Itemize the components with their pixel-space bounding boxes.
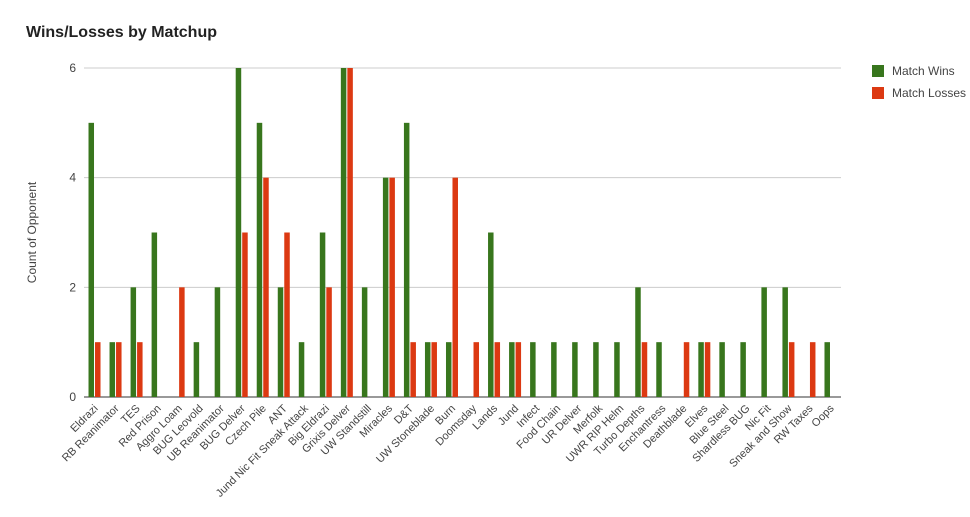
bar-wins	[214, 287, 221, 397]
bar-wins	[319, 232, 326, 397]
bar-losses	[473, 342, 480, 397]
bar-wins	[719, 342, 725, 397]
bar-wins	[424, 342, 431, 397]
bar-wins	[298, 342, 305, 397]
bar-losses	[284, 232, 290, 397]
bar-losses	[389, 177, 395, 397]
bar-wins	[635, 287, 641, 397]
x-tick-label: Oops	[810, 402, 837, 429]
bar-losses	[704, 342, 711, 397]
bar-losses	[242, 232, 248, 397]
bar-wins	[382, 177, 389, 397]
legend-label-wins: Match Wins	[892, 64, 955, 78]
bar-losses	[137, 342, 143, 397]
legend-item-wins[interactable]: Match Wins	[872, 60, 966, 82]
bar-wins	[109, 342, 116, 397]
bar-wins	[593, 342, 599, 397]
bar-wins	[151, 232, 158, 397]
bar-losses	[326, 287, 332, 397]
y-tick-label: 6	[69, 61, 76, 75]
y-tick-label: 4	[69, 171, 76, 185]
legend-swatch-losses	[872, 87, 884, 99]
y-tick-label: 2	[69, 280, 76, 294]
bar-losses	[494, 342, 501, 397]
bar-losses	[410, 342, 416, 397]
bar-wins	[235, 68, 242, 397]
y-axis-title: Count of Opponent	[25, 181, 39, 283]
chart-title: Wins/Losses by Matchup	[26, 24, 217, 41]
bar-losses	[788, 342, 795, 397]
bar-wins	[530, 342, 536, 397]
bar-wins	[130, 287, 137, 397]
legend-label-losses: Match Losses	[892, 86, 967, 100]
bar-losses	[431, 342, 437, 397]
bar-wins	[361, 287, 368, 397]
bar-wins	[824, 342, 830, 397]
bar-wins	[488, 232, 494, 397]
bar-wins	[572, 342, 578, 397]
bar-losses	[809, 342, 816, 397]
bar-losses	[347, 68, 353, 397]
y-tick-label: 0	[69, 390, 76, 404]
bar-wins	[656, 342, 662, 397]
bar-wins	[256, 122, 263, 397]
bar-wins	[740, 342, 746, 397]
bar-wins	[761, 287, 767, 397]
x-tick-label: Lands	[470, 402, 500, 432]
bar-wins	[698, 342, 704, 397]
bar-wins	[403, 122, 410, 397]
bar-losses	[179, 287, 185, 397]
bar-losses	[515, 342, 522, 397]
bar-losses	[641, 342, 648, 397]
legend-item-losses[interactable]: Match Losses	[872, 82, 966, 104]
bar-losses	[116, 342, 122, 397]
bar-wins	[445, 342, 452, 397]
bar-wins	[340, 68, 347, 397]
bar-wins	[193, 342, 200, 397]
bar-losses	[95, 342, 101, 397]
bar-wins	[88, 122, 95, 397]
bar-losses	[683, 342, 690, 397]
legend: Match Wins Match Losses	[872, 60, 966, 104]
bar-wins	[551, 342, 557, 397]
bar-losses	[263, 177, 269, 397]
bar-wins	[614, 342, 620, 397]
legend-swatch-wins	[872, 65, 884, 77]
bar-wins	[782, 287, 788, 397]
bar-losses	[452, 177, 458, 397]
bar-wins	[277, 287, 284, 397]
bar-wins	[509, 342, 515, 397]
